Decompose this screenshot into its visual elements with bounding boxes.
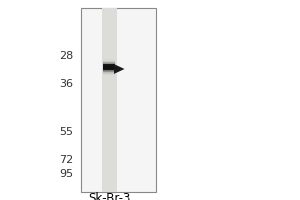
Bar (103, 72, 116, 74)
Bar (103, 69, 116, 70)
Bar (103, 68, 116, 69)
Bar (103, 70, 116, 71)
Bar (103, 57, 116, 58)
Bar (103, 62, 116, 63)
Bar (103, 60, 116, 61)
Bar (81, 8, 156, 192)
Text: 36: 36 (59, 79, 74, 89)
Text: 55: 55 (59, 127, 74, 137)
Bar (103, 64, 116, 70)
Bar (103, 69, 116, 70)
Bar (103, 75, 116, 76)
Bar (103, 59, 116, 60)
Bar (103, 74, 116, 75)
Bar (103, 63, 116, 64)
Bar (103, 67, 116, 68)
Bar (103, 65, 116, 67)
Bar (103, 61, 116, 62)
Text: Sk-Br-3: Sk-Br-3 (88, 192, 131, 200)
Bar (103, 66, 116, 67)
Bar (103, 58, 116, 59)
Bar (103, 73, 116, 74)
Bar (103, 57, 116, 59)
Text: 72: 72 (59, 155, 74, 165)
Bar (103, 74, 116, 75)
Text: 95: 95 (59, 169, 74, 179)
Bar (103, 67, 116, 69)
Bar (103, 65, 116, 66)
Polygon shape (114, 64, 124, 74)
Bar (102, 8, 117, 192)
Bar (103, 64, 116, 65)
Text: 28: 28 (59, 51, 74, 61)
Bar (103, 71, 116, 72)
Bar (103, 62, 116, 64)
Bar (103, 72, 116, 73)
Bar (103, 59, 116, 60)
Bar (103, 61, 116, 62)
Bar (103, 70, 116, 72)
Bar (103, 64, 116, 65)
